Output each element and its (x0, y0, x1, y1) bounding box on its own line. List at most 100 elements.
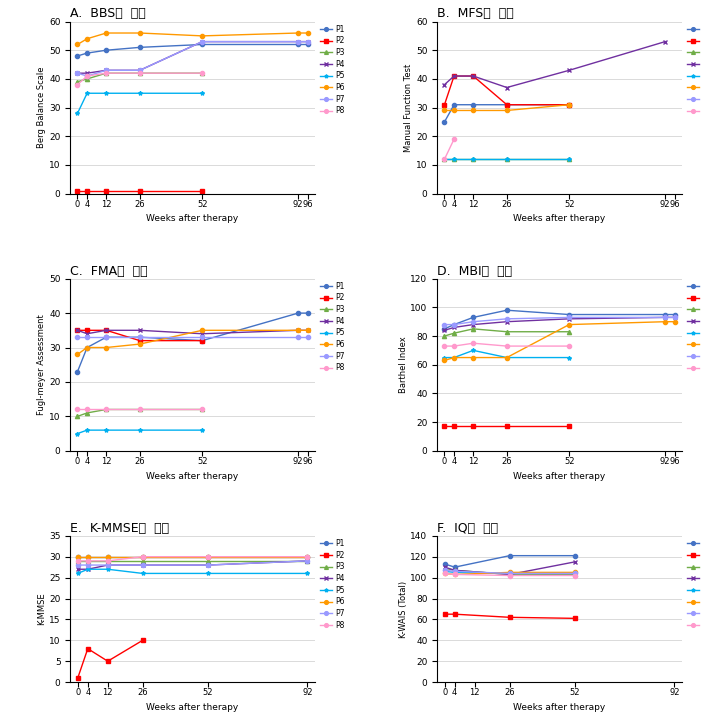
P1 (451, 563, 459, 572)
P3 (565, 155, 574, 164)
P8 (83, 72, 91, 80)
P4 (103, 561, 112, 569)
P8 (440, 342, 449, 350)
Line: P2: P2 (75, 328, 205, 342)
P7 (304, 37, 312, 46)
P1 (102, 46, 110, 55)
Y-axis label: K-MMSE: K-MMSE (37, 592, 46, 625)
P1 (294, 309, 302, 317)
P8 (83, 405, 91, 414)
P3 (203, 556, 212, 565)
P4 (84, 565, 92, 574)
P6 (441, 569, 449, 578)
P7 (505, 569, 514, 578)
Text: E.  K-MMSE의  변화: E. K-MMSE의 변화 (70, 522, 169, 535)
P2 (198, 336, 207, 345)
P7 (294, 333, 302, 342)
Line: P6: P6 (442, 103, 572, 113)
P2 (441, 610, 449, 618)
Line: P6: P6 (443, 570, 576, 577)
P5 (565, 353, 574, 362)
P8 (103, 556, 112, 565)
P3 (136, 69, 144, 78)
P3 (451, 566, 459, 574)
P6 (570, 568, 579, 577)
P6 (451, 570, 459, 579)
P2 (450, 72, 458, 80)
P4 (440, 80, 449, 89)
Line: P4: P4 (442, 315, 677, 332)
P2 (102, 326, 110, 335)
P1 (450, 320, 458, 329)
P1 (294, 40, 302, 49)
Legend: P1, P2, P3, P4, P5, P6, P7, P8: P1, P2, P3, P4, P5, P6, P7, P8 (684, 279, 703, 376)
P6 (440, 356, 449, 365)
P4 (450, 323, 458, 332)
P6 (198, 32, 207, 40)
P8 (565, 342, 574, 350)
P1 (671, 310, 679, 319)
P6 (203, 552, 212, 561)
Line: P4: P4 (75, 328, 310, 336)
Line: P6: P6 (75, 31, 310, 47)
P4 (83, 330, 91, 338)
P4 (661, 313, 669, 322)
Line: P5: P5 (76, 567, 309, 576)
P2 (102, 187, 110, 195)
P4 (102, 66, 110, 75)
P1 (198, 336, 207, 345)
Y-axis label: Barthel Index: Barthel Index (399, 336, 408, 393)
P8 (570, 572, 579, 580)
P5 (303, 569, 311, 578)
P8 (441, 569, 449, 578)
Line: P6: P6 (75, 328, 310, 356)
P3 (450, 329, 458, 337)
P7 (304, 333, 312, 342)
P1 (440, 118, 449, 126)
P3 (136, 405, 144, 414)
P3 (74, 556, 82, 565)
P5 (138, 569, 147, 578)
Line: P3: P3 (442, 157, 572, 162)
P4 (304, 37, 312, 46)
P5 (451, 568, 459, 577)
P5 (84, 565, 92, 574)
P6 (440, 106, 449, 115)
Line: P5: P5 (442, 348, 572, 360)
P5 (440, 155, 449, 164)
Line: P1: P1 (442, 103, 572, 124)
P5 (83, 426, 91, 434)
P4 (136, 326, 144, 335)
P6 (503, 353, 511, 362)
P3 (441, 564, 449, 572)
P8 (450, 342, 458, 350)
P2 (136, 336, 144, 345)
P3 (84, 556, 92, 565)
P4 (671, 313, 679, 322)
P3 (505, 570, 514, 579)
P6 (304, 326, 312, 335)
P8 (136, 69, 144, 78)
Legend: P1, P2, P3, P4, P5, P6, P7, P8: P1, P2, P3, P4, P5, P6, P7, P8 (684, 22, 703, 118)
Legend: P1, P2, P3, P4, P5, P6, P7, P8: P1, P2, P3, P4, P5, P6, P7, P8 (684, 536, 703, 633)
Line: P5: P5 (443, 569, 576, 576)
P1 (505, 551, 514, 560)
P1 (136, 43, 144, 52)
P5 (198, 426, 207, 434)
P8 (505, 572, 514, 580)
P6 (469, 353, 477, 362)
P1 (570, 551, 579, 560)
P7 (83, 333, 91, 342)
P1 (83, 343, 91, 352)
P3 (503, 327, 511, 336)
P5 (102, 426, 110, 434)
Line: P8: P8 (75, 71, 205, 87)
P4 (450, 72, 458, 80)
P5 (565, 155, 574, 164)
Text: F.  IQ의  변화: F. IQ의 변화 (437, 522, 498, 535)
P8 (198, 405, 207, 414)
P7 (83, 72, 91, 80)
P4 (503, 317, 511, 326)
Line: P7: P7 (75, 335, 310, 340)
P7 (73, 333, 82, 342)
